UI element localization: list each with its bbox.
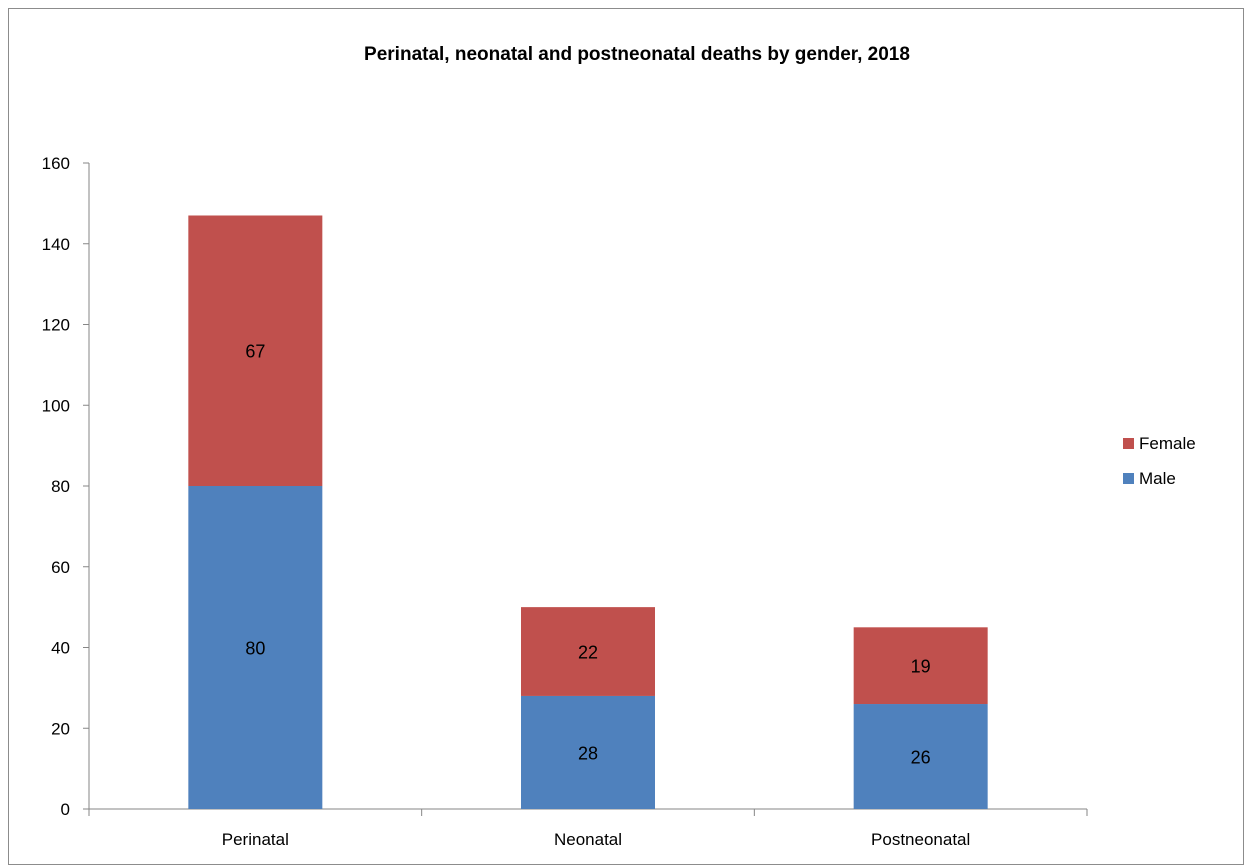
data-label: 67 bbox=[245, 342, 265, 362]
y-tick-label: 160 bbox=[42, 154, 70, 173]
x-tick-label: Postneonatal bbox=[871, 830, 970, 849]
bar-female-perinatal bbox=[188, 215, 323, 487]
legend-swatch-male bbox=[1123, 473, 1134, 484]
bars: 80 67 28 22 26 19 bbox=[188, 215, 988, 809]
data-label: 28 bbox=[578, 743, 598, 763]
y-tick-label: 0 bbox=[61, 800, 70, 819]
legend: Female Male bbox=[1123, 434, 1196, 488]
data-label: 26 bbox=[911, 748, 931, 768]
data-label: 19 bbox=[911, 657, 931, 677]
legend-label-male: Male bbox=[1139, 469, 1176, 488]
y-tick-label: 40 bbox=[51, 639, 70, 658]
y-tick-label: 20 bbox=[51, 719, 70, 738]
data-label: 80 bbox=[245, 639, 265, 659]
y-tick-label: 140 bbox=[42, 235, 70, 254]
y-tick-label: 100 bbox=[42, 396, 70, 415]
bar-male-postneonatal bbox=[853, 704, 988, 809]
bar-male-perinatal bbox=[188, 486, 323, 809]
bar-male-neonatal bbox=[521, 695, 655, 809]
legend-label-female: Female bbox=[1139, 434, 1196, 453]
y-tick-label: 120 bbox=[42, 316, 70, 335]
x-tick-label: Perinatal bbox=[222, 830, 289, 849]
data-label: 22 bbox=[578, 643, 598, 663]
chart-title: Perinatal, neonatal and postneonatal dea… bbox=[364, 44, 910, 65]
bar-female-postneonatal bbox=[853, 627, 988, 705]
bar-female-neonatal bbox=[521, 607, 655, 696]
legend-swatch-female bbox=[1123, 438, 1134, 449]
x-tick-label: Neonatal bbox=[554, 830, 622, 849]
y-tick-label: 60 bbox=[51, 558, 70, 577]
y-tick-label: 80 bbox=[51, 477, 70, 496]
